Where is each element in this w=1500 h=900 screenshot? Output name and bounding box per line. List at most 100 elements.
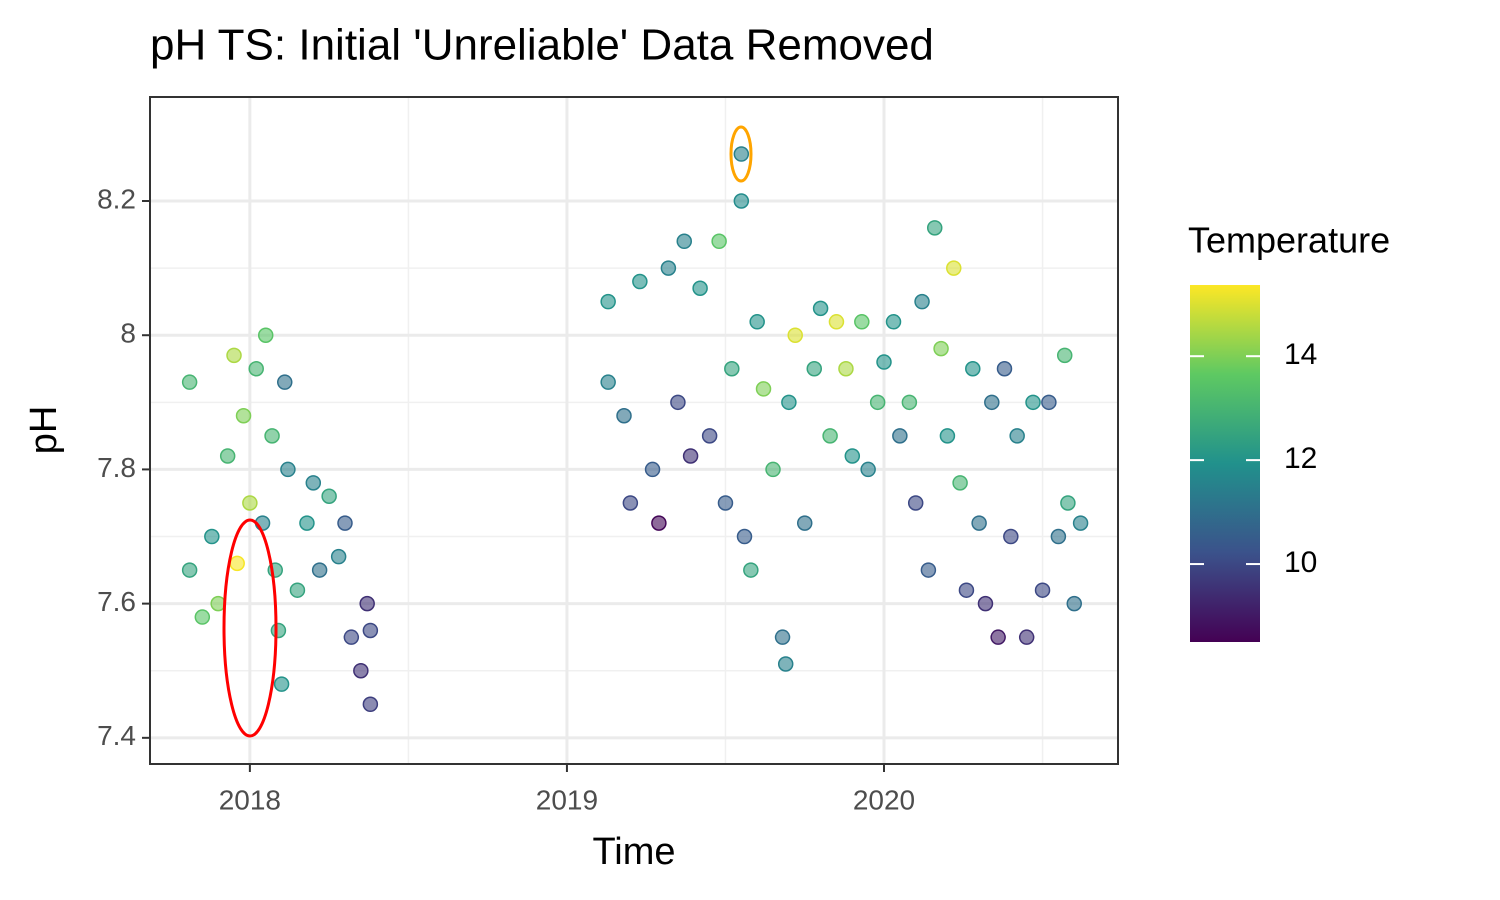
point	[749, 314, 765, 330]
point	[343, 629, 360, 645]
point	[181, 562, 198, 578]
chart-title: pH TS: Initial 'Unreliable' Data Removed	[150, 21, 934, 70]
point	[229, 555, 245, 572]
point	[181, 374, 198, 390]
point	[914, 293, 930, 310]
point	[844, 448, 861, 464]
point	[952, 475, 968, 491]
point	[892, 428, 908, 444]
point	[796, 515, 813, 531]
point	[1072, 515, 1089, 531]
point	[219, 448, 236, 464]
point	[958, 582, 975, 598]
point	[277, 374, 293, 390]
point	[787, 327, 803, 343]
point	[676, 233, 693, 250]
point	[828, 314, 845, 330]
y-tick-label: 7.6	[97, 586, 136, 617]
point	[600, 293, 616, 310]
colorbar-tick-label: 10	[1284, 546, 1317, 579]
point	[765, 461, 781, 478]
point	[876, 354, 892, 370]
point	[242, 495, 258, 511]
point	[321, 488, 337, 505]
point	[755, 381, 772, 397]
point	[273, 676, 290, 692]
point	[289, 582, 306, 598]
point	[692, 280, 708, 296]
point	[1025, 394, 1041, 411]
x-tick-label: 2018	[219, 784, 281, 815]
point	[926, 220, 943, 236]
point	[235, 407, 252, 424]
point	[939, 428, 956, 444]
x-axis-label: Time	[592, 831, 675, 873]
point	[651, 515, 667, 531]
point	[632, 273, 648, 290]
point	[204, 528, 220, 545]
point	[280, 461, 296, 478]
point	[264, 428, 280, 444]
point	[670, 394, 686, 411]
point	[990, 629, 1006, 645]
point	[311, 562, 328, 578]
point	[946, 260, 962, 276]
point	[717, 495, 734, 511]
legend-title: Temperature	[1188, 220, 1390, 261]
point	[885, 314, 902, 330]
point	[337, 515, 353, 531]
point	[901, 394, 918, 411]
point	[933, 340, 949, 357]
point	[257, 327, 274, 343]
y-axis-label: pH	[23, 406, 65, 455]
point	[774, 629, 791, 645]
point	[711, 233, 727, 250]
point	[1050, 528, 1067, 545]
point	[701, 428, 718, 444]
y-tick-label: 7.8	[97, 452, 136, 483]
colorbar	[1190, 285, 1260, 642]
point	[226, 347, 242, 364]
point	[1066, 595, 1082, 612]
point	[644, 461, 661, 478]
point	[248, 361, 264, 377]
point	[984, 394, 1000, 411]
colorbar-tick-label: 14	[1284, 338, 1317, 371]
x-tick-label: 2020	[853, 784, 915, 815]
point	[1056, 347, 1073, 364]
point	[965, 361, 981, 377]
point	[854, 314, 870, 330]
point	[362, 622, 379, 639]
point	[1018, 629, 1035, 645]
x-tick-label: 2019	[536, 784, 598, 815]
point	[1034, 582, 1051, 598]
point	[996, 361, 1013, 377]
point	[920, 562, 937, 578]
point	[1003, 528, 1019, 545]
point	[682, 448, 699, 464]
point	[869, 394, 886, 411]
point	[194, 609, 211, 625]
point	[736, 528, 753, 545]
y-tick-label: 8	[120, 318, 136, 349]
point	[971, 515, 987, 531]
y-tick-label: 7.4	[97, 720, 136, 751]
point	[359, 595, 375, 612]
point	[838, 361, 854, 377]
point	[781, 394, 797, 411]
point	[600, 374, 616, 390]
point	[1041, 394, 1057, 411]
point	[330, 548, 347, 565]
point	[1060, 495, 1076, 511]
point	[777, 656, 794, 672]
point	[743, 562, 759, 578]
point	[822, 428, 838, 444]
point	[270, 622, 287, 639]
point	[733, 193, 750, 209]
point	[806, 361, 823, 377]
point	[622, 495, 639, 511]
point	[812, 300, 829, 317]
point	[977, 595, 994, 612]
point	[660, 260, 677, 276]
